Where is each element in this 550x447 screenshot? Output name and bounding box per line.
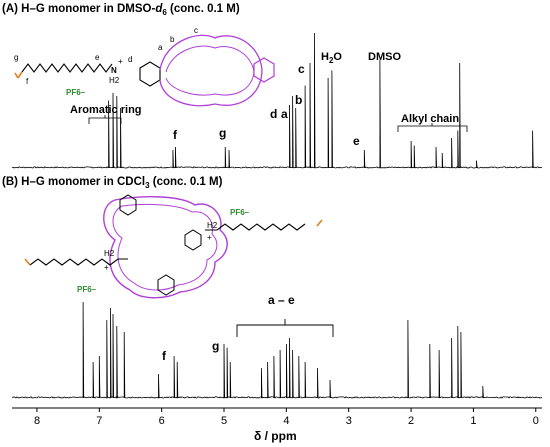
peak-label-f-b: f <box>162 349 167 363</box>
peak-label-e: e <box>353 134 360 148</box>
structure-label-f: f <box>26 77 29 86</box>
peak-label-aromatic: Aromatic ring <box>70 104 142 116</box>
x-tick-label-7: 7 <box>96 415 102 427</box>
amine-plus: + <box>118 57 123 66</box>
amine-h2: H2 <box>109 76 120 85</box>
peak-label-g-b: g <box>212 339 219 353</box>
x-tick-label-8: 8 <box>34 415 40 427</box>
amine-n: N <box>111 66 117 75</box>
structure-label-e: e <box>95 53 100 62</box>
plus-bottom: + <box>104 263 109 272</box>
panel-a-structure: g f e N H2 + d b c a PF6– <box>14 26 275 107</box>
peak-label-c: c <box>298 62 305 76</box>
h2-bottom: H2 <box>104 249 115 258</box>
panel-b-title: (B) H–G monomer in CDCl3 (conc. 0.1 M) <box>2 176 223 190</box>
x-tick-label-4: 4 <box>283 415 289 427</box>
x-axis-label: δ / ppm <box>254 429 297 443</box>
counter-ion-bottom: PF6– <box>77 285 97 294</box>
peak-label-alkyl: Alkyl chain <box>401 113 459 125</box>
panel-b-structure: H2 + H2 + PF6– PF6– <box>24 194 323 299</box>
spectrum-a-trace <box>11 32 542 169</box>
plus-top: + <box>207 233 212 242</box>
peak-label-b: b <box>295 93 302 107</box>
counter-ion-a: PF6– <box>66 88 86 97</box>
structure-label-d: d <box>128 55 132 64</box>
peak-label-g: g <box>219 126 226 140</box>
structure-label-c: c <box>194 26 198 35</box>
peak-label-a: a <box>281 107 288 121</box>
peak-label-d: d <box>270 107 277 121</box>
x-tick-label-5: 5 <box>221 415 227 427</box>
counter-ion-top: PF6– <box>230 208 250 217</box>
x-tick-label-1: 1 <box>470 415 476 427</box>
x-tick-label-0: 0 <box>533 415 539 427</box>
panel-a-title: (A) H–G monomer in DMSO-d6 (conc. 0.1 M) <box>2 3 240 17</box>
structure-label-g: g <box>14 53 18 62</box>
peak-label-ae: a – e <box>268 293 295 307</box>
x-tick-label-3: 3 <box>346 415 352 427</box>
spectrum-b-trace <box>11 301 543 399</box>
structure-label-a: a <box>158 43 163 52</box>
x-tick-label-2: 2 <box>408 415 414 427</box>
peak-label-h2o: H2O <box>321 51 342 65</box>
x-tick-label-6: 6 <box>159 415 165 427</box>
structure-label-b: b <box>170 35 175 44</box>
x-axis: 8 7 6 5 4 3 2 1 0 <box>12 407 542 427</box>
peak-label-f: f <box>173 128 178 142</box>
peak-label-dmso: DMSO <box>368 51 401 63</box>
h2-top: H2 <box>207 221 218 230</box>
